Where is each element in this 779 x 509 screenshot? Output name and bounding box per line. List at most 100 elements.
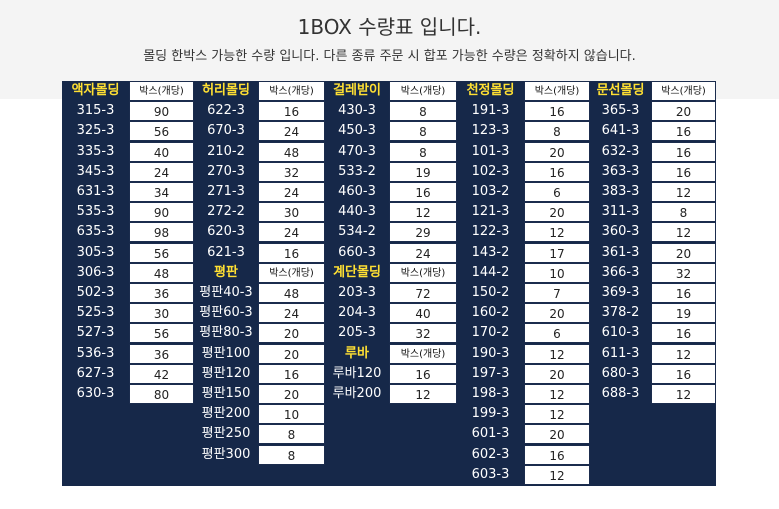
product-code: 325-3 — [76, 123, 115, 139]
box-quantity: 24 — [258, 222, 325, 243]
product-code: 601-3 — [471, 426, 510, 442]
box-quantity: 12 — [651, 222, 716, 243]
box-quantity: 16 — [651, 283, 716, 303]
box-quantity: 12 — [651, 182, 716, 202]
product-code: 311-3 — [601, 204, 640, 220]
product-code: 611-3 — [601, 345, 640, 361]
product-code: 369-3 — [601, 285, 640, 300]
box-quantity: 24 — [129, 161, 194, 182]
product-code: 440-3 — [338, 204, 376, 220]
product-code: 190-3 — [471, 345, 510, 361]
product-code: 360-3 — [601, 224, 640, 240]
box-quantity: 32 — [389, 323, 457, 344]
box-quantity: 40 — [129, 141, 194, 162]
qty-column-header: 박스(개당) — [389, 81, 457, 101]
box-quantity: 32 — [258, 161, 325, 182]
box-quantity: 24 — [258, 303, 325, 324]
product-code: 525-3 — [76, 305, 115, 321]
product-code: 635-3 — [76, 224, 115, 240]
product-code: 평판250 — [201, 426, 251, 442]
category-header: 평판 — [214, 264, 238, 280]
product-code: 533-2 — [338, 163, 376, 179]
product-code: 191-3 — [471, 103, 510, 119]
qty-column-header: 박스(개당) — [651, 81, 716, 101]
box-quantity: 80 — [129, 384, 194, 404]
box-quantity: 56 — [129, 323, 194, 344]
box-quantity: 48 — [258, 141, 325, 162]
qty-column-header: 박스(개당) — [129, 81, 194, 101]
box-quantity: 56 — [129, 121, 194, 142]
product-code: 630-3 — [76, 386, 115, 401]
product-code: 534-2 — [338, 224, 376, 240]
box-quantity: 16 — [524, 161, 590, 182]
box-quantity: 8 — [258, 424, 325, 445]
box-quantity: 32 — [651, 262, 716, 283]
box-quantity: 20 — [524, 424, 590, 445]
qty-column-header: 박스(개당) — [524, 81, 590, 101]
product-code: 305-3 — [76, 244, 115, 260]
product-code: 631-3 — [76, 184, 115, 199]
product-code: 197-3 — [471, 365, 510, 381]
product-code: 470-3 — [338, 143, 376, 159]
box-quantity: 7 — [524, 283, 590, 303]
box-quantity: 90 — [129, 101, 194, 122]
product-code: 335-3 — [76, 143, 115, 159]
box-quantity: 8 — [524, 121, 590, 142]
box-quantity: 20 — [524, 303, 590, 324]
box-quantity: 90 — [129, 202, 194, 223]
box-quantity: 8 — [389, 121, 457, 142]
product-code: 123-3 — [471, 123, 510, 139]
box-quantity: 12 — [389, 384, 457, 404]
box-quantity: 16 — [524, 444, 590, 465]
product-code: 144-2 — [471, 264, 510, 280]
product-code: 345-3 — [76, 163, 115, 179]
box-quantity: 48 — [129, 262, 194, 283]
box-quantity: 20 — [524, 141, 590, 162]
box-quantity: 8 — [389, 101, 457, 122]
product-code: 203-3 — [338, 285, 376, 300]
product-code: 루바120 — [332, 365, 382, 381]
box-quantity: 36 — [129, 283, 194, 303]
product-code: 688-3 — [601, 386, 640, 401]
product-code: 271-3 — [207, 184, 245, 199]
page-subtitle: 몰딩 한박스 가능한 수량 입니다. 다른 종류 주문 시 합포 가능한 수량은… — [143, 49, 636, 64]
product-code: 602-3 — [471, 446, 510, 462]
product-code: 272-2 — [207, 204, 245, 220]
box-quantity: 8 — [389, 141, 457, 162]
box-quantity: 10 — [524, 262, 590, 283]
box-quantity: 12 — [524, 384, 590, 404]
box-quantity: 16 — [524, 101, 590, 122]
box-quantity: 19 — [389, 161, 457, 182]
box-quantity: 34 — [129, 182, 194, 202]
product-code: 150-2 — [471, 285, 510, 300]
product-code: 160-2 — [471, 305, 510, 321]
category-header: 허리몰딩 — [202, 83, 250, 98]
box-quantity: 19 — [651, 303, 716, 324]
product-code: 평판200 — [201, 406, 251, 422]
product-code: 170-2 — [471, 325, 510, 341]
box-quantity: 8 — [258, 444, 325, 465]
product-code: 204-3 — [338, 305, 376, 321]
product-code: 680-3 — [601, 365, 640, 381]
box-quantity: 16 — [389, 182, 457, 202]
product-code: 460-3 — [338, 184, 376, 199]
product-code: 502-3 — [76, 285, 115, 300]
box-quantity: 48 — [258, 283, 325, 303]
box-quantity: 16 — [258, 363, 325, 384]
box-quantity: 20 — [651, 242, 716, 263]
box-quantity: 16 — [651, 121, 716, 142]
product-code: 383-3 — [601, 184, 640, 199]
box-quantity: 12 — [524, 464, 590, 485]
product-code: 430-3 — [338, 103, 376, 119]
category-header: 계단몰딩 — [333, 264, 381, 280]
qty-column-header: 박스(개당) — [389, 343, 457, 364]
box-quantity: 16 — [258, 242, 325, 263]
product-code: 620-3 — [207, 224, 245, 240]
quantity-table: 액자몰딩 박스(개당) 315-3 90 325-3 56 335-3 40 345-3 24 63… — [62, 81, 716, 486]
product-code: 102-3 — [471, 163, 510, 179]
box-quantity: 42 — [129, 363, 194, 384]
box-quantity: 36 — [129, 343, 194, 364]
product-code: 루바200 — [332, 386, 382, 401]
box-quantity: 24 — [389, 242, 457, 263]
category-header: 액자몰딩 — [71, 83, 120, 98]
